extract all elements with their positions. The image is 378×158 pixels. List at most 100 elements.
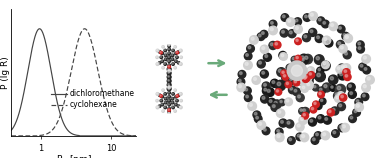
Circle shape: [180, 50, 181, 51]
Circle shape: [288, 76, 296, 84]
Circle shape: [172, 93, 174, 95]
X-axis label: R$_h$ [nm]: R$_h$ [nm]: [56, 154, 92, 158]
Circle shape: [280, 53, 283, 55]
Circle shape: [178, 94, 179, 95]
Circle shape: [310, 119, 313, 122]
Circle shape: [239, 79, 241, 82]
Circle shape: [159, 62, 160, 63]
Circle shape: [341, 95, 343, 98]
Circle shape: [309, 28, 317, 36]
Circle shape: [302, 58, 304, 61]
Circle shape: [323, 133, 326, 136]
Circle shape: [261, 95, 269, 103]
Circle shape: [286, 18, 295, 26]
Circle shape: [323, 62, 326, 65]
Circle shape: [174, 89, 177, 91]
Circle shape: [339, 65, 342, 68]
Circle shape: [295, 67, 298, 70]
Circle shape: [310, 106, 317, 113]
Circle shape: [270, 28, 273, 31]
Circle shape: [356, 100, 359, 102]
Circle shape: [339, 104, 342, 107]
Circle shape: [304, 73, 311, 81]
Circle shape: [329, 22, 338, 31]
Circle shape: [299, 108, 306, 115]
Circle shape: [333, 91, 343, 100]
Circle shape: [168, 110, 170, 113]
Circle shape: [257, 121, 266, 129]
Circle shape: [156, 63, 159, 65]
Circle shape: [164, 63, 166, 65]
Circle shape: [331, 24, 333, 27]
Circle shape: [161, 60, 164, 62]
Circle shape: [180, 49, 182, 52]
Circle shape: [275, 89, 282, 95]
Circle shape: [303, 114, 305, 116]
Circle shape: [299, 116, 307, 124]
Circle shape: [273, 100, 281, 109]
Legend: dichloromethane, cyclohexane: dichloromethane, cyclohexane: [51, 89, 135, 109]
Circle shape: [259, 122, 262, 125]
Circle shape: [349, 85, 352, 87]
Circle shape: [168, 113, 170, 115]
Circle shape: [172, 107, 173, 108]
Circle shape: [301, 78, 303, 80]
Circle shape: [168, 103, 170, 106]
Circle shape: [168, 68, 169, 69]
Circle shape: [167, 71, 171, 75]
Circle shape: [296, 69, 299, 71]
Circle shape: [324, 116, 332, 124]
Circle shape: [359, 63, 367, 71]
Circle shape: [294, 69, 302, 77]
Circle shape: [162, 110, 164, 112]
Circle shape: [156, 100, 158, 102]
Circle shape: [280, 120, 284, 123]
Circle shape: [344, 34, 352, 43]
Circle shape: [277, 130, 279, 132]
Circle shape: [168, 80, 169, 81]
Y-axis label: P (lg R): P (lg R): [1, 56, 10, 89]
Circle shape: [156, 100, 157, 101]
Circle shape: [266, 88, 274, 96]
Circle shape: [339, 94, 347, 101]
Circle shape: [171, 54, 174, 57]
Circle shape: [178, 94, 180, 96]
Circle shape: [273, 105, 275, 108]
Circle shape: [302, 112, 308, 119]
Circle shape: [316, 57, 319, 60]
Circle shape: [342, 125, 345, 128]
Circle shape: [172, 106, 174, 109]
Circle shape: [168, 99, 170, 102]
Circle shape: [344, 65, 347, 68]
Circle shape: [338, 71, 347, 80]
Circle shape: [171, 101, 174, 104]
Circle shape: [252, 76, 260, 84]
Circle shape: [341, 46, 343, 49]
Circle shape: [305, 80, 312, 87]
Circle shape: [344, 73, 351, 81]
Circle shape: [325, 118, 328, 120]
Circle shape: [305, 78, 308, 81]
Circle shape: [160, 95, 162, 97]
Circle shape: [162, 46, 164, 48]
Circle shape: [161, 103, 164, 106]
Circle shape: [360, 64, 363, 67]
Circle shape: [281, 14, 289, 21]
Circle shape: [348, 90, 356, 98]
Circle shape: [319, 88, 322, 91]
Circle shape: [287, 65, 290, 68]
Circle shape: [300, 79, 302, 82]
Circle shape: [168, 92, 170, 94]
Circle shape: [168, 56, 170, 59]
Circle shape: [279, 119, 287, 127]
Circle shape: [171, 58, 174, 61]
Circle shape: [275, 43, 277, 45]
Circle shape: [156, 56, 158, 58]
Circle shape: [239, 85, 242, 88]
Circle shape: [353, 109, 360, 116]
Circle shape: [343, 34, 346, 36]
Circle shape: [343, 51, 351, 59]
Circle shape: [246, 54, 248, 56]
Circle shape: [305, 78, 313, 85]
Circle shape: [167, 79, 171, 83]
